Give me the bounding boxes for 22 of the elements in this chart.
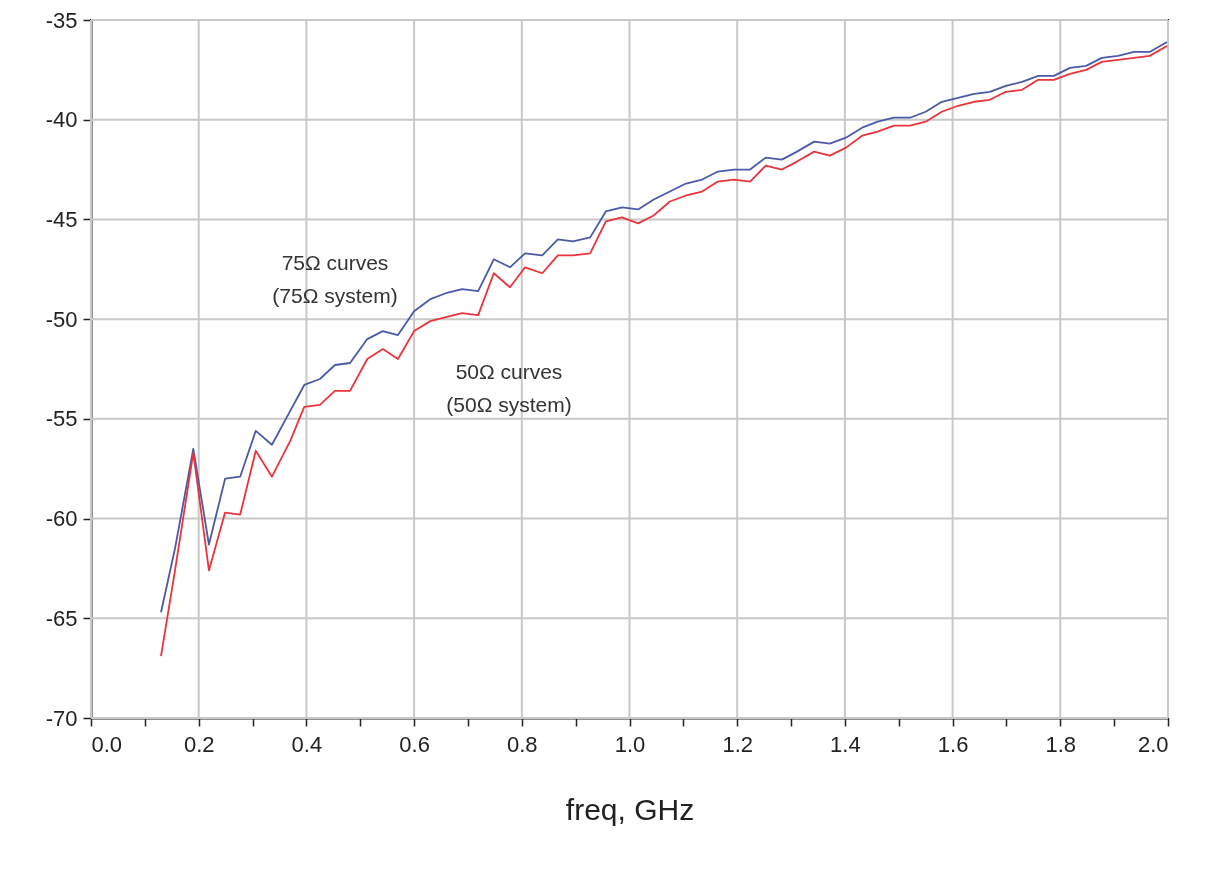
x-tick-label: 0.4: [291, 731, 323, 757]
x-axis-title: freq, GHz: [565, 792, 695, 826]
y-tick-label: -35: [45, 7, 78, 33]
x-tick-label: 1.6: [937, 731, 969, 757]
y-tick-label: -60: [45, 506, 78, 532]
x-tick-label: 1.0: [614, 731, 646, 757]
x-tick-label: 1.8: [1045, 731, 1077, 757]
x-tick-label: 1.4: [830, 731, 861, 757]
x-tick-label: 2.0: [1137, 731, 1169, 757]
x-tick-label: 0.8: [507, 731, 538, 757]
y-tick-label: -50: [45, 306, 78, 332]
x-tick-label: 0.6: [399, 731, 430, 757]
x-tick-label: 1.2: [722, 731, 753, 757]
y-tick-label: -55: [45, 406, 78, 432]
annotation: 75Ω curves (75Ω system): [272, 251, 398, 307]
y-tick-label: -65: [45, 605, 78, 631]
y-tick-label: -40: [45, 107, 78, 133]
x-tick-label: 0.2: [183, 731, 215, 757]
annotation: 50Ω curves (50Ω system): [446, 360, 572, 416]
x-tick-label: 0.0: [91, 731, 123, 757]
y-tick-label: -70: [45, 705, 78, 731]
y-tick-label: -45: [45, 206, 78, 232]
